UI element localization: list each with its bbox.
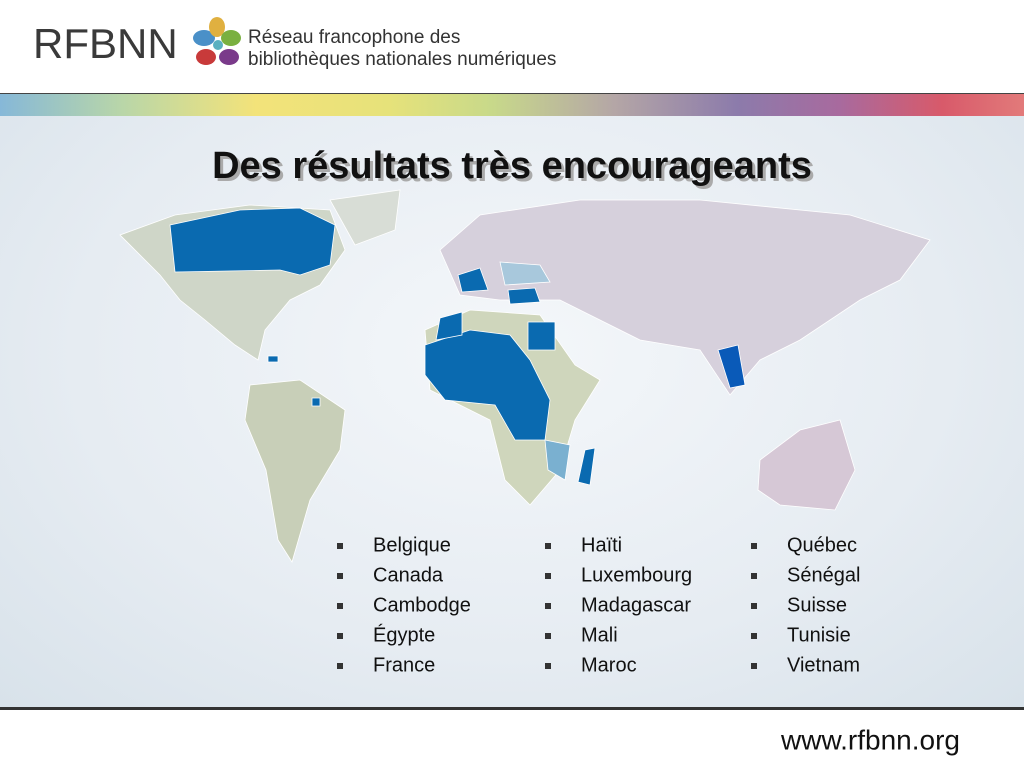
country-name: Égypte xyxy=(373,623,435,646)
country-name: Tunisie xyxy=(787,624,851,646)
title-shadow: Des résultats très encourageants xyxy=(215,148,815,190)
world-map xyxy=(119,189,931,563)
country-name: Cambodge xyxy=(373,594,471,616)
logo-text: RFBNN xyxy=(33,20,178,67)
bullet xyxy=(337,663,343,669)
color-stripe xyxy=(0,93,1024,117)
footer-url: www.rfbnn.org xyxy=(780,724,960,755)
bullet xyxy=(545,663,551,669)
bullet xyxy=(337,633,343,639)
bullet xyxy=(751,543,757,549)
country-name: Madagascar xyxy=(581,594,691,616)
bullet xyxy=(545,603,551,609)
bullet xyxy=(337,543,343,549)
country-name: Luxembourg xyxy=(581,564,692,586)
bullet xyxy=(751,573,757,579)
tagline: bibliothèques nationales numériques xyxy=(248,49,556,70)
bullet xyxy=(337,573,343,579)
bullet xyxy=(751,663,757,669)
country-name: Maroc xyxy=(581,654,637,676)
country-name: Québec xyxy=(787,534,857,556)
bullet xyxy=(751,633,757,639)
country-name: Haïti xyxy=(581,534,622,556)
country-name: Canada xyxy=(373,564,444,586)
logo-icon xyxy=(193,17,241,65)
country-name: Suisse xyxy=(787,594,847,616)
country-name: Belgique xyxy=(373,534,451,556)
bullet xyxy=(545,633,551,639)
bullet xyxy=(337,603,343,609)
bullet xyxy=(751,603,757,609)
title: Des résultats très encourageants xyxy=(212,145,812,187)
footer-line xyxy=(0,707,1024,710)
bullet xyxy=(545,543,551,549)
bullet xyxy=(545,573,551,579)
country-name: Mali xyxy=(581,624,618,646)
tagline: Réseau francophone des xyxy=(248,27,460,48)
country-name: Sénégal xyxy=(787,564,860,586)
country-name: Vietnam xyxy=(787,654,860,676)
country-name: France xyxy=(373,654,435,676)
